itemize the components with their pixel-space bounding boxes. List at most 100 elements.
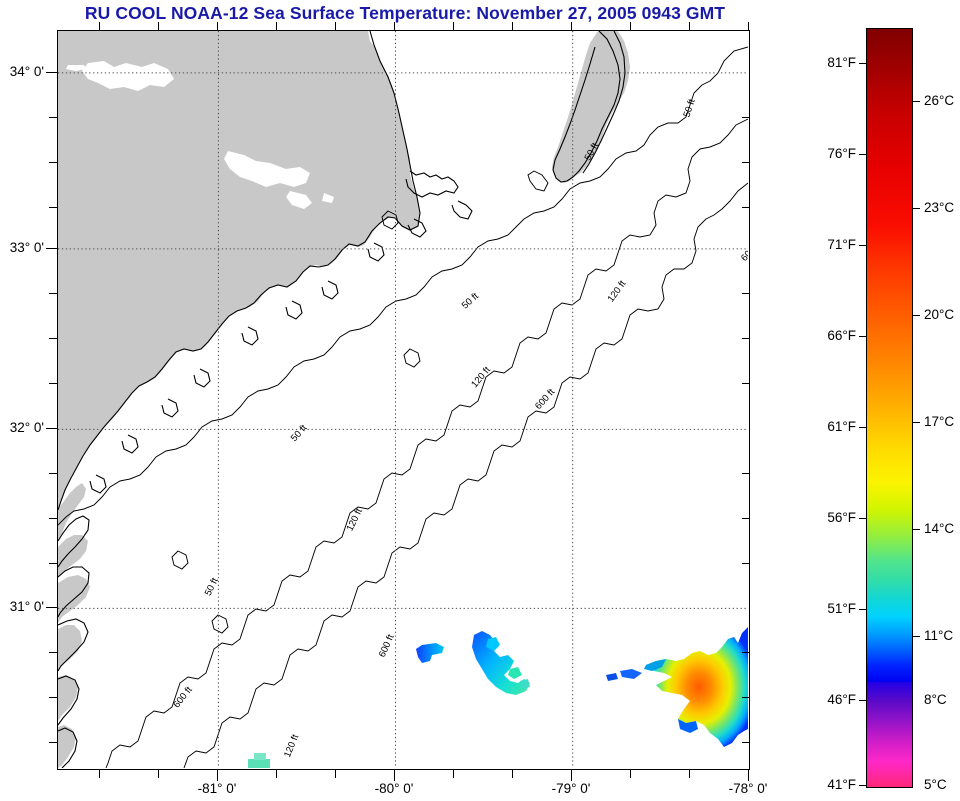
sst-patch-cool-streak — [472, 631, 530, 695]
cb-label-46f: 46°F — [827, 692, 856, 707]
cb-tick-26c — [913, 101, 920, 103]
x-tick-top — [335, 22, 337, 30]
colorbar-cold-band — [867, 682, 912, 787]
cb-label-26c: 26°C — [924, 93, 955, 108]
x-tick-minor — [99, 770, 101, 778]
coastline-layer — [58, 31, 626, 768]
svg-text:120 ft: 120 ft — [469, 364, 493, 390]
page-title: RU COOL NOAA-12 Sea Surface Temperature:… — [84, 3, 726, 23]
sst-patch-warm-eddy — [606, 627, 748, 747]
y-tick-right — [742, 652, 750, 654]
svg-text:600 ft: 600 ft — [739, 239, 748, 264]
y-tick-right — [742, 117, 750, 119]
y-tick-right — [742, 518, 750, 520]
x-tick-minor — [335, 770, 337, 778]
x-tick-minor — [158, 770, 160, 778]
y-tick-minor — [49, 117, 57, 119]
y-tick-minor — [49, 293, 57, 295]
x-tick-top — [99, 22, 101, 30]
x-tick-major — [571, 770, 573, 781]
x-tick-top — [512, 22, 514, 30]
land-mask-layer — [58, 31, 630, 768]
y-tick-right — [742, 473, 750, 475]
y-tick-minor — [49, 563, 57, 565]
svg-text:600 ft: 600 ft — [377, 633, 397, 660]
cb-label-5c: 5°C — [924, 777, 947, 792]
y-tick-right — [742, 697, 750, 699]
x-tick-minor — [453, 770, 455, 778]
svg-text:50 ft: 50 ft — [289, 423, 310, 444]
cb-tick-76f — [859, 154, 866, 156]
cb-tick-14c — [913, 529, 920, 531]
y-axis-label-32n: 32° 0' — [9, 420, 44, 435]
y-tick-minor — [49, 338, 57, 340]
cb-tick-71f — [859, 245, 866, 247]
x-tick-top — [630, 22, 632, 30]
x-tick-major — [394, 770, 396, 781]
cb-tick-51f — [859, 609, 866, 611]
x-tick-minor — [689, 770, 691, 778]
y-tick-major — [46, 428, 57, 430]
cb-tick-46f — [859, 700, 866, 702]
cb-label-51f: 51°F — [827, 601, 856, 616]
y-tick-minor — [49, 697, 57, 699]
y-tick-major — [46, 72, 57, 74]
cb-tick-61f — [859, 427, 866, 429]
x-tick-top — [217, 22, 219, 30]
x-tick-top — [453, 22, 455, 30]
cb-label-56f: 56°F — [827, 510, 856, 525]
y-tick-minor — [49, 518, 57, 520]
cb-label-71f: 71°F — [827, 237, 856, 252]
cb-label-11c: 11°C — [924, 628, 954, 643]
x-tick-major — [748, 770, 750, 781]
y-tick-major — [46, 248, 57, 250]
sst-patch-cool-spot — [416, 643, 444, 663]
cloud-patches-layer — [66, 61, 434, 209]
cb-tick-23c — [913, 208, 920, 210]
cb-label-61f: 61°F — [827, 419, 856, 434]
x-axis-label-78w: -78° 0' — [728, 781, 768, 796]
x-tick-top — [276, 22, 278, 30]
y-tick-major — [46, 607, 57, 609]
x-axis-label-81w: -81° 0' — [197, 781, 237, 796]
cb-tick-20c — [913, 315, 920, 317]
svg-text:120 ft: 120 ft — [606, 278, 629, 304]
y-tick-right — [742, 338, 750, 340]
colorbar-warm-band — [867, 29, 912, 683]
sst-patch-south-edge — [248, 753, 270, 768]
bathymetry-contours-layer — [58, 46, 748, 768]
y-tick-right — [742, 742, 750, 744]
y-tick-right — [742, 563, 750, 565]
y-axis-label-31n: 31° 0' — [9, 599, 44, 614]
cb-tick-56f — [859, 518, 866, 520]
x-axis-label-79w: -79° 0' — [551, 781, 591, 796]
y-tick-right — [742, 162, 750, 164]
cb-label-81f: 81°F — [827, 55, 856, 70]
cb-label-76f: 76°F — [827, 146, 856, 161]
svg-text:120 ft: 120 ft — [345, 506, 365, 533]
cb-label-20c: 20°C — [924, 307, 955, 322]
x-tick-top — [689, 22, 691, 30]
y-tick-right — [742, 207, 750, 209]
cb-label-14c: 14°C — [924, 521, 955, 536]
sst-data-layer — [248, 627, 748, 768]
y-tick-minor — [49, 383, 57, 385]
x-tick-major — [217, 770, 219, 781]
svg-text:120 ft: 120 ft — [282, 733, 301, 759]
y-axis-label-34n: 34° 0' — [9, 64, 44, 79]
y-tick-minor — [49, 652, 57, 654]
y-tick-right — [742, 293, 750, 295]
map-plot-area[interactable]: 50 ft 50 ft 50 ft 50 ft 50 ft 120 ft 120… — [57, 30, 750, 770]
colorbar-legend[interactable]: 81°F 76°F 71°F 66°F 61°F 56°F 51°F 46°F … — [827, 28, 954, 792]
cb-label-17c: 17°C — [924, 414, 955, 429]
svg-text:600 ft: 600 ft — [533, 387, 557, 412]
cb-label-23c: 23°C — [924, 200, 955, 215]
cb-tick-11c — [913, 636, 920, 638]
map-canvas: 50 ft 50 ft 50 ft 50 ft 50 ft 120 ft 120… — [58, 31, 749, 769]
x-tick-minor — [512, 770, 514, 778]
y-tick-right — [742, 383, 750, 385]
y-tick-minor — [49, 162, 57, 164]
y-tick-minor — [49, 742, 57, 744]
svg-text:50 ft: 50 ft — [682, 97, 698, 118]
x-tick-top — [571, 22, 573, 30]
